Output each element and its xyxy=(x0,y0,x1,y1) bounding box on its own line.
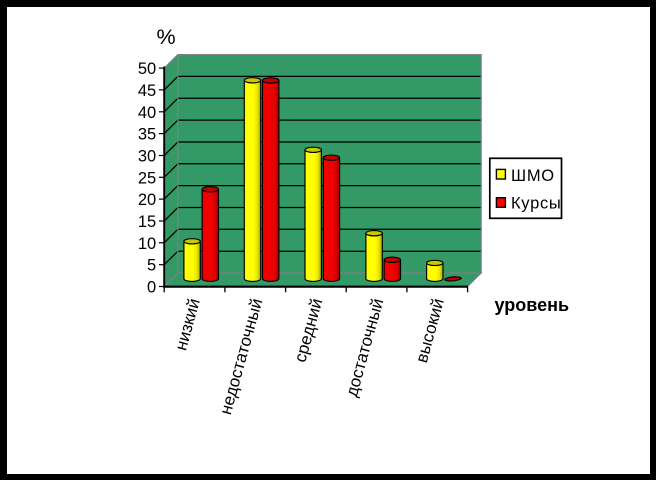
svg-text:0: 0 xyxy=(147,279,156,297)
svg-text:10: 10 xyxy=(138,235,156,253)
svg-text:ШМО: ШМО xyxy=(511,167,555,185)
svg-text:30: 30 xyxy=(138,148,156,166)
svg-text:20: 20 xyxy=(138,191,156,209)
svg-text:35: 35 xyxy=(138,126,156,144)
svg-text:уровень: уровень xyxy=(495,295,570,315)
svg-text:25: 25 xyxy=(138,169,156,187)
svg-text:45: 45 xyxy=(138,82,156,100)
svg-text:Курсы: Курсы xyxy=(511,194,561,212)
svg-text:%: % xyxy=(157,25,176,49)
svg-text:50: 50 xyxy=(138,60,156,78)
svg-text:15: 15 xyxy=(138,213,156,231)
svg-text:40: 40 xyxy=(138,104,156,122)
svg-text:5: 5 xyxy=(147,257,156,275)
